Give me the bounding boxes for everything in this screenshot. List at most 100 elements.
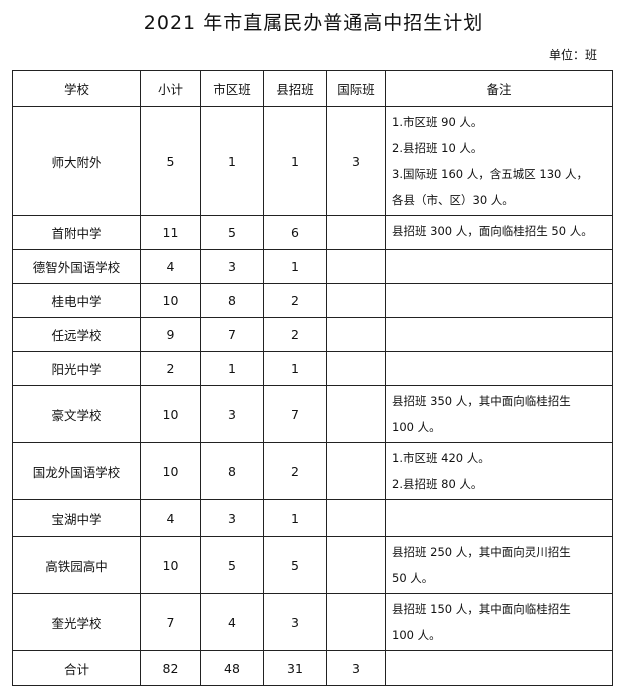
cell-notes: 县招班 150 人，其中面向临桂招生 100 人。 bbox=[385, 593, 613, 651]
table-row: 合计 82 48 31 3 bbox=[12, 650, 613, 686]
cell-school: 阳光中学 bbox=[12, 351, 141, 386]
note-line: 100 人。 bbox=[392, 628, 441, 642]
cell-school: 德智外国语学校 bbox=[12, 249, 141, 284]
cell-county: 7 bbox=[263, 385, 327, 443]
table-row: 首附中学 11 5 6 县招班 300 人，面向临桂招生 50 人。 bbox=[12, 215, 613, 250]
cell-school: 奎光学校 bbox=[12, 593, 141, 651]
note-line: 县招班 300 人，面向临桂招生 50 人。 bbox=[392, 224, 593, 238]
cell-county: 1 bbox=[263, 249, 327, 284]
note-line: 县招班 350 人，其中面向临桂招生 bbox=[392, 394, 571, 408]
cell-school: 合计 bbox=[12, 650, 141, 686]
note-line: 1.市区班 90 人。 bbox=[392, 115, 483, 129]
cell-total: 10 bbox=[140, 536, 201, 594]
cell-county: 2 bbox=[263, 283, 327, 318]
cell-intl bbox=[326, 536, 386, 594]
cell-intl bbox=[326, 351, 386, 386]
cell-intl bbox=[326, 442, 386, 500]
table-row: 德智外国语学校 4 3 1 bbox=[12, 249, 613, 284]
cell-county: 5 bbox=[263, 536, 327, 594]
cell-city: 1 bbox=[200, 106, 264, 216]
cell-county: 3 bbox=[263, 593, 327, 651]
cell-city: 5 bbox=[200, 215, 264, 250]
cell-total: 4 bbox=[140, 499, 201, 537]
cell-city: 8 bbox=[200, 283, 264, 318]
cell-notes bbox=[385, 351, 613, 386]
note-line: 100 人。 bbox=[392, 420, 441, 434]
page-title: 2021 年市直属民办普通高中招生计划 bbox=[143, 12, 484, 34]
cell-county: 2 bbox=[263, 442, 327, 500]
cell-school: 豪文学校 bbox=[12, 385, 141, 443]
cell-total: 2 bbox=[140, 351, 201, 386]
cell-notes: 1.市区班 90 人。 2.县招班 10 人。 3.国际班 160 人，含五城区 1… bbox=[385, 106, 613, 216]
column-header: 学校 bbox=[12, 70, 141, 107]
note-line: 县招班 250 人，其中面向灵川招生 bbox=[392, 545, 571, 559]
cell-county: 31 bbox=[263, 650, 327, 686]
note-line: 2.县招班 80 人。 bbox=[392, 477, 483, 491]
cell-notes bbox=[385, 650, 613, 686]
cell-intl bbox=[326, 499, 386, 537]
cell-city: 4 bbox=[200, 593, 264, 651]
cell-county: 1 bbox=[263, 351, 327, 386]
column-header: 小计 bbox=[140, 70, 201, 107]
note-line: 50 人。 bbox=[392, 571, 434, 585]
enrollment-table: 学校 小计 市区班 县招班 国际班 备注 师大附外 5 1 1 3 1.市区班 90 人。 2.县招班… bbox=[12, 70, 613, 686]
cell-notes bbox=[385, 283, 613, 318]
cell-county: 2 bbox=[263, 317, 327, 352]
cell-total: 5 bbox=[140, 106, 201, 216]
table-row: 奎光学校 7 4 3 县招班 150 人，其中面向临桂招生 100 人。 bbox=[12, 593, 613, 651]
cell-intl bbox=[326, 215, 386, 250]
cell-county: 1 bbox=[263, 106, 327, 216]
cell-total: 7 bbox=[140, 593, 201, 651]
cell-notes bbox=[385, 499, 613, 537]
note-line: 各县（市、区）30 人。 bbox=[392, 193, 514, 207]
cell-school: 高铁园高中 bbox=[12, 536, 141, 594]
cell-total: 11 bbox=[140, 215, 201, 250]
cell-intl bbox=[326, 385, 386, 443]
cell-school: 桂电中学 bbox=[12, 283, 141, 318]
cell-county: 1 bbox=[263, 499, 327, 537]
cell-school: 宝湖中学 bbox=[12, 499, 141, 537]
cell-city: 1 bbox=[200, 351, 264, 386]
note-line: 县招班 150 人，其中面向临桂招生 bbox=[392, 602, 571, 616]
cell-total: 10 bbox=[140, 385, 201, 443]
table-row: 桂电中学 10 8 2 bbox=[12, 283, 613, 318]
cell-county: 6 bbox=[263, 215, 327, 250]
cell-city: 8 bbox=[200, 442, 264, 500]
table-row: 师大附外 5 1 1 3 1.市区班 90 人。 2.县招班 10 人。 3.国际班 160 … bbox=[12, 106, 613, 216]
cell-city: 3 bbox=[200, 249, 264, 284]
table-row: 豪文学校 10 3 7 县招班 350 人，其中面向临桂招生 100 人。 bbox=[12, 385, 613, 443]
table-row: 阳光中学 2 1 1 bbox=[12, 351, 613, 386]
cell-total: 4 bbox=[140, 249, 201, 284]
cell-notes bbox=[385, 249, 613, 284]
cell-intl bbox=[326, 283, 386, 318]
cell-intl: 3 bbox=[326, 106, 386, 216]
table-row: 宝湖中学 4 3 1 bbox=[12, 499, 613, 537]
cell-school: 国龙外国语学校 bbox=[12, 442, 141, 500]
cell-notes: 县招班 350 人，其中面向临桂招生 100 人。 bbox=[385, 385, 613, 443]
table-row: 任远学校 9 7 2 bbox=[12, 317, 613, 352]
column-header: 县招班 bbox=[263, 70, 327, 107]
cell-notes: 县招班 300 人，面向临桂招生 50 人。 bbox=[385, 215, 613, 250]
cell-total: 10 bbox=[140, 442, 201, 500]
note-line: 1.市区班 420 人。 bbox=[392, 451, 490, 465]
note-line: 2.县招班 10 人。 bbox=[392, 141, 483, 155]
cell-school: 师大附外 bbox=[12, 106, 141, 216]
note-line: 3.国际班 160 人，含五城区 130 人， bbox=[392, 167, 588, 181]
table-row: 国龙外国语学校 10 8 2 1.市区班 420 人。 2.县招班 80 人。 bbox=[12, 442, 613, 500]
column-header: 市区班 bbox=[200, 70, 264, 107]
cell-notes: 县招班 250 人，其中面向灵川招生 50 人。 bbox=[385, 536, 613, 594]
cell-school: 首附中学 bbox=[12, 215, 141, 250]
cell-city: 48 bbox=[200, 650, 264, 686]
column-header: 备注 bbox=[385, 70, 613, 107]
cell-intl: 3 bbox=[326, 650, 386, 686]
table-row: 高铁园高中 10 5 5 县招班 250 人，其中面向灵川招生 50 人。 bbox=[12, 536, 613, 594]
cell-total: 82 bbox=[140, 650, 201, 686]
cell-city: 3 bbox=[200, 499, 264, 537]
cell-intl bbox=[326, 317, 386, 352]
cell-city: 3 bbox=[200, 385, 264, 443]
column-header: 国际班 bbox=[326, 70, 386, 107]
cell-city: 7 bbox=[200, 317, 264, 352]
cell-intl bbox=[326, 593, 386, 651]
cell-total: 10 bbox=[140, 283, 201, 318]
cell-total: 9 bbox=[140, 317, 201, 352]
